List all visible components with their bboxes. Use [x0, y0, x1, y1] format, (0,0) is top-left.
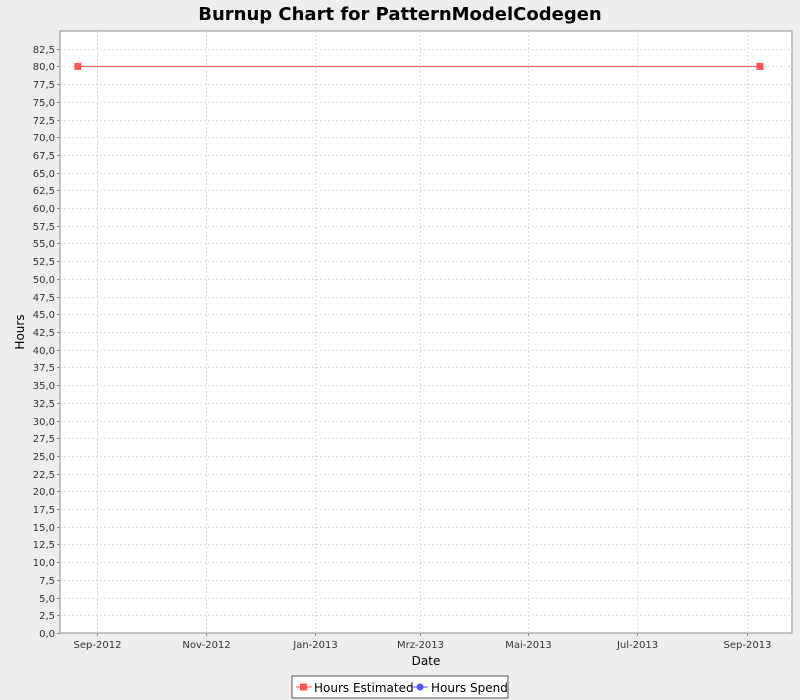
y-tick-label: 25,0 — [33, 452, 55, 463]
data-point-hours-estimated — [756, 62, 764, 70]
y-tick-label: 47,5 — [33, 293, 55, 304]
y-tick-label: 65,0 — [33, 169, 55, 180]
y-tick-label: 72,5 — [33, 116, 55, 127]
y-tick-label: 0,0 — [39, 629, 55, 640]
legend-marker-hours-estimated — [300, 683, 307, 691]
y-tick-label: 62,5 — [33, 186, 55, 197]
y-tick-label: 50,0 — [33, 275, 55, 286]
y-tick-label: 22,5 — [33, 470, 55, 481]
y-tick-label: 10,0 — [33, 558, 55, 569]
y-tick-label: 70,0 — [33, 133, 55, 144]
legend-marker-hours-spend — [416, 683, 424, 691]
y-tick-label: 55,0 — [33, 239, 55, 250]
x-tick-label: Sep-2012 — [74, 640, 122, 651]
x-tick-label: Mrz-2013 — [397, 640, 444, 651]
legend-box — [291, 675, 509, 699]
y-axis: 0,0 2,5 5,0 7,5 10,0 12,5 15,0 17,5 20,0 22,5 25,0… — [33, 45, 60, 640]
y-tick-label: 52,5 — [33, 257, 55, 268]
y-tick-label: 7,5 — [39, 576, 55, 587]
y-tick-label: 32,5 — [33, 399, 55, 410]
y-tick-label: 27,5 — [33, 434, 55, 445]
legend-label-hours-estimated: Hours Estimated — [314, 681, 414, 695]
y-tick-label: 60,0 — [33, 204, 55, 215]
x-axis: Sep-2012 Nov-2012 Jan-2013 Mrz-2013 Mai-2013… — [74, 633, 772, 651]
legend-label-hours-spend: Hours Spend — [431, 681, 508, 695]
data-point-hours-estimated — [74, 62, 82, 70]
y-tick-label: 75,0 — [33, 98, 55, 109]
x-tick-label: Nov-2012 — [182, 640, 230, 651]
series — [74, 62, 764, 70]
y-tick-label: 30,0 — [33, 417, 55, 428]
y-tick-label: 35,0 — [33, 381, 55, 392]
y-tick-label: 77,5 — [33, 80, 55, 91]
y-axis-label: Hours — [13, 314, 27, 349]
y-tick-label: 2,5 — [39, 611, 55, 622]
legend: Hours Estimated Hours Spend — [291, 675, 509, 699]
y-tick-label: 82,5 — [33, 45, 55, 56]
y-tick-label: 12,5 — [33, 540, 55, 551]
y-tick-label: 5,0 — [39, 594, 55, 605]
x-tick-label: Jul-2013 — [616, 640, 658, 651]
y-tick-label: 17,5 — [33, 505, 55, 516]
y-tick-label: 67,5 — [33, 151, 55, 162]
x-axis-label: Date — [412, 654, 441, 668]
y-tick-label: 45,0 — [33, 310, 55, 321]
y-tick-label: 40,0 — [33, 346, 55, 357]
x-tick-label: Mai-2013 — [505, 640, 552, 651]
y-tick-label: 42,5 — [33, 328, 55, 339]
y-tick-label: 37,5 — [33, 363, 55, 374]
y-tick-label: 57,5 — [33, 222, 55, 233]
chart-title: Burnup Chart for PatternModelCodegen — [198, 4, 602, 25]
grid-lines — [60, 31, 792, 633]
y-tick-label: 20,0 — [33, 487, 55, 498]
y-tick-label: 15,0 — [33, 523, 55, 534]
y-tick-label: 80,0 — [33, 62, 55, 73]
x-tick-label: Jan-2013 — [292, 640, 337, 651]
x-tick-label: Sep-2013 — [724, 640, 772, 651]
